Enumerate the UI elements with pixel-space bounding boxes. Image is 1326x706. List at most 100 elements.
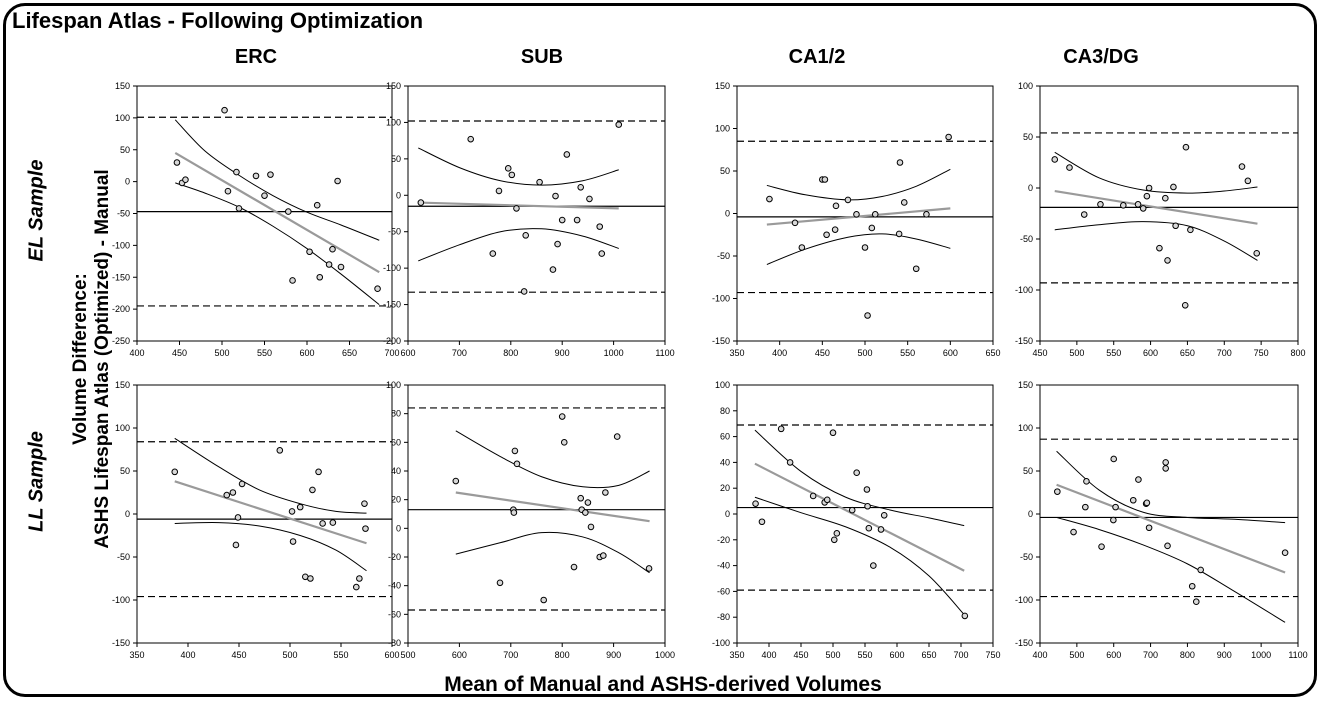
confidence-band-upper <box>174 119 380 241</box>
data-point <box>1054 488 1061 495</box>
data-point <box>900 199 908 206</box>
data-point <box>1143 192 1151 200</box>
data-point <box>844 196 852 204</box>
data-point <box>1187 226 1194 234</box>
confidence-band-lower <box>455 531 650 574</box>
data-point <box>1162 194 1169 202</box>
y-tick-label: -80 <box>388 638 401 648</box>
data-point <box>319 520 326 527</box>
data-point <box>752 500 759 507</box>
y-tick-label: -60 <box>717 586 730 596</box>
data-point <box>306 248 313 256</box>
y-tick-label: 100 <box>1018 81 1033 91</box>
data-point <box>223 491 231 499</box>
data-point <box>224 187 232 195</box>
x-tick-label: 400 <box>761 650 776 660</box>
data-point <box>329 245 336 253</box>
y-tick-label: -50 <box>1020 552 1033 562</box>
y-tick-label: -50 <box>117 552 130 562</box>
data-point <box>791 219 799 227</box>
x-tick-label: 550 <box>257 348 272 358</box>
data-point <box>602 489 609 496</box>
y-tick-label: 50 <box>1023 466 1033 476</box>
panel-5: 500 600 700 800 900 1000100806040200-20-40-60… <box>386 380 675 660</box>
x-tick-label: 1100 <box>655 348 674 358</box>
data-point <box>573 216 581 224</box>
y-tick-label: 0 <box>396 190 401 200</box>
y-tick-label: -150 <box>112 638 130 648</box>
data-point <box>830 536 838 544</box>
plot-area <box>407 384 666 644</box>
data-point <box>361 500 368 507</box>
data-point <box>587 523 595 531</box>
y-tick-label: 150 <box>115 81 130 91</box>
data-point <box>1192 598 1200 606</box>
x-tick-label: 600 <box>384 650 399 660</box>
data-point <box>558 216 566 224</box>
y-tick-label: 0 <box>125 177 130 187</box>
data-point <box>1281 549 1289 557</box>
x-tick-label: 450 <box>231 650 246 660</box>
x-tick-label: 600 <box>299 348 314 358</box>
y-tick-label: 0 <box>1028 183 1033 193</box>
data-point <box>853 211 860 218</box>
x-tick-label: 800 <box>1180 650 1195 660</box>
confidence-band-upper <box>418 147 619 186</box>
data-point <box>1197 566 1204 574</box>
y-tick-label: 100 <box>386 380 401 390</box>
data-point <box>1170 183 1177 191</box>
data-point <box>871 211 879 218</box>
data-point <box>1162 465 1169 472</box>
x-tick-label: 450 <box>1032 348 1047 358</box>
y-tick-label: 100 <box>115 423 130 433</box>
data-point <box>353 583 360 591</box>
y-tick-label: 40 <box>391 466 401 476</box>
data-point <box>520 288 528 295</box>
plot-area <box>136 384 393 644</box>
x-axis-label: Mean of Manual and ASHS-derived Volumes <box>444 673 882 696</box>
figure-title: Lifespan Atlas - Following Optimization <box>12 8 424 33</box>
confidence-band-upper <box>174 437 367 514</box>
plot-area <box>736 384 994 644</box>
column-title-sub: SUB <box>520 46 564 68</box>
y-tick-label: -150 <box>1015 336 1033 346</box>
y-tick-label: -150 <box>383 300 401 310</box>
column-title-ca3dg: CA3/DG <box>1063 46 1139 68</box>
data-point <box>868 224 876 232</box>
data-point <box>296 503 304 511</box>
x-tick-label: 600 <box>943 348 958 358</box>
data-point <box>289 538 297 545</box>
data-point <box>864 312 871 319</box>
data-point <box>1164 257 1171 264</box>
confidence-band-upper <box>754 429 965 527</box>
panel-6: 350 400 450 500 550 600 650 700 750 100 80 60 40 20 0 -… <box>712 380 1001 660</box>
data-point <box>325 261 333 268</box>
data-point <box>961 612 969 620</box>
x-tick-label: 550 <box>857 650 872 660</box>
y-tick-label: 50 <box>1023 132 1033 142</box>
x-tick-label: 550 <box>900 348 915 358</box>
y-tick-label: -200 <box>383 336 401 346</box>
data-point <box>1110 455 1118 463</box>
x-tick-label: 500 <box>857 348 872 358</box>
data-point <box>777 425 785 433</box>
data-point <box>870 562 877 569</box>
data-point <box>171 468 179 476</box>
data-point <box>880 511 888 519</box>
x-tick-label: 700 <box>503 650 518 660</box>
confidence-band-lower <box>418 228 619 262</box>
y-tick-label: 100 <box>115 113 130 123</box>
data-point <box>560 439 568 446</box>
data-point <box>1135 476 1142 483</box>
y-tick-label: 20 <box>720 483 730 493</box>
x-tick-label: 400 <box>180 650 195 660</box>
confidence-band-lower <box>175 182 380 306</box>
data-point <box>1082 503 1089 511</box>
data-point <box>315 468 322 476</box>
x-tick-label: 750 <box>985 650 1000 660</box>
data-point <box>289 277 296 284</box>
plot-area <box>136 85 393 342</box>
data-point <box>945 133 952 141</box>
data-point <box>1070 528 1077 536</box>
regression-line <box>754 462 965 572</box>
